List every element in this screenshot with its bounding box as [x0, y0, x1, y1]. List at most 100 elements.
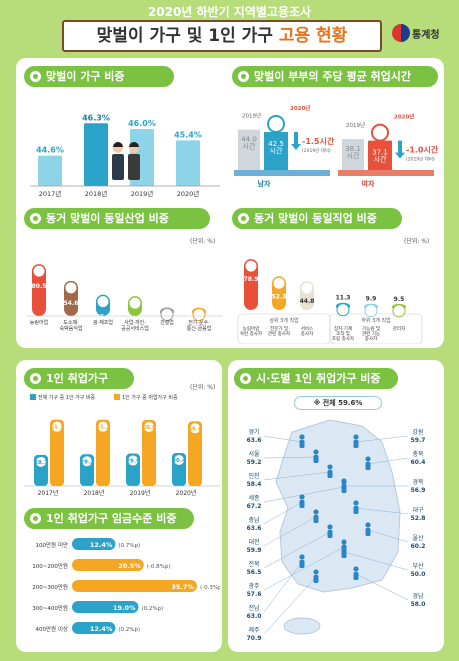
unit-job: (단위: %)	[404, 238, 430, 245]
single-bar-cap	[52, 421, 62, 432]
region-person-icon	[341, 544, 347, 550]
job-value: 11.3	[336, 295, 351, 302]
hours-cur-year: 2020년	[394, 113, 414, 121]
region-person-icon	[299, 434, 305, 440]
industry-icon	[160, 307, 174, 321]
hours-change: -1.0시간	[406, 145, 439, 155]
hours-prev-year: 2019년	[346, 121, 365, 129]
region-person-icon	[353, 434, 359, 440]
region-leader	[263, 576, 317, 635]
wage-change: (0.2%p)	[142, 606, 164, 612]
single-legend-label: 전체 가구 중 1인 가구 비중	[38, 394, 96, 401]
dual-ratio-value: 45.4%	[174, 130, 202, 139]
dual-ratio-chart: 44.6% 2017년 46.3% 2018년 46.0% 2019년 45.4% 2020년	[30, 113, 220, 198]
clock-icon	[267, 115, 285, 133]
region-value: 57.6	[247, 591, 262, 598]
region-total-label: ※ 전체 59.6%	[313, 399, 363, 407]
bullet-icon	[30, 513, 41, 524]
job-icon	[300, 281, 314, 295]
region-person-icon	[313, 449, 319, 455]
dual-ratio-category: 2017년	[39, 189, 62, 198]
org-logo: 통계청	[392, 22, 456, 46]
single-legend-label: 1인 가구 중 취업가구 비중	[122, 394, 178, 401]
section-dual-hours: 맞벌이 부부의 주당 평균 취업시간	[232, 66, 438, 87]
industry-category: 전기·운수· 통신·금융업	[187, 319, 212, 332]
region-name: 울산	[412, 534, 424, 542]
section-dual-ratio-label: 맞벌이 가구 비중	[46, 70, 125, 83]
hours-cur-year: 2020년	[290, 104, 310, 112]
section-region-label: 시·도별 1인 취업가구 비중	[256, 372, 381, 385]
section-region: 시·도별 1인 취업가구 비중	[234, 368, 398, 389]
region-person-body	[313, 455, 319, 463]
region-value: 56.5	[247, 569, 262, 576]
region-value: 52.8	[411, 515, 426, 522]
industry-value: 30.8	[128, 315, 143, 322]
wage-change: (-0.8%p)	[147, 564, 171, 570]
job-value: 9.5	[394, 296, 405, 303]
single-value: 59.6	[188, 426, 202, 432]
job-value: 44.8	[300, 298, 315, 305]
dual-income-card	[16, 58, 444, 348]
industry-value: 80.5	[32, 283, 47, 290]
region-total: ※ 전체 59.6%	[294, 396, 382, 410]
region-person-body	[327, 470, 333, 478]
industry-category: 도소매· 숙박음식업	[59, 319, 82, 332]
wage-category: 300~400만원	[32, 604, 68, 612]
region-name: 광주	[248, 583, 260, 590]
unit-single: (단위: %)	[190, 384, 216, 391]
single-value: 61.1	[96, 425, 110, 431]
region-person-body	[353, 506, 359, 514]
industry-value: 12.9	[192, 327, 207, 334]
region-value: 63.6	[247, 437, 262, 444]
job-category: 전문가 및 관련 종사자	[268, 325, 291, 337]
bullet-icon	[238, 213, 249, 224]
region-leader	[355, 435, 409, 443]
same-industry-chart: 80.5 농림어업 54.6 도소매· 숙박음식업 33.1광·제조업 30.8사업·개인·…	[26, 264, 222, 334]
section-same-job-label: 동거 맞벌이 동일직업 비중	[254, 212, 377, 225]
single-bar-cap	[98, 421, 108, 432]
single-bar-cap	[82, 456, 92, 467]
job-icon	[336, 303, 350, 317]
region-value: 56.9	[411, 487, 426, 494]
wage-bar	[72, 580, 197, 592]
region-person-icon	[327, 464, 333, 470]
bullet-icon	[30, 71, 41, 82]
page-title: 맞벌이 가구 및 1인 가구 고용 현황	[62, 20, 382, 52]
hours-change-note: (2019년 대비)	[302, 147, 331, 154]
wage-bar	[72, 559, 144, 571]
clock-icon	[371, 123, 389, 142]
industry-value: 33.1	[96, 314, 111, 321]
region-person-icon	[353, 566, 359, 572]
job-icon	[392, 304, 406, 318]
single-bar-cap	[144, 421, 154, 432]
dual-ratio-value: 44.6%	[36, 146, 64, 155]
wage-bar	[72, 622, 116, 634]
single-bar	[142, 419, 156, 486]
industry-icon	[128, 296, 142, 310]
wage-bar	[72, 601, 139, 613]
region-person-icon	[341, 539, 347, 545]
region-value: 58.4	[247, 481, 262, 488]
region-leader	[355, 507, 409, 515]
single-bar	[188, 421, 202, 486]
hours-prev-bar	[238, 129, 260, 170]
region-person-icon	[299, 554, 305, 560]
wage-value: 20.5%	[118, 562, 141, 570]
header-subtitle: 2020년 하반기 지역별고용조사	[147, 5, 312, 19]
region-name: 대전	[248, 538, 259, 546]
desk	[234, 170, 330, 176]
industry-bar	[32, 264, 46, 316]
region-value: 50.0	[411, 571, 426, 578]
dual-ratio-category: 2020년	[177, 189, 200, 198]
region-person-body	[365, 528, 371, 536]
region-name: 대구	[412, 506, 424, 514]
section-same-industry-label: 동거 맞벌이 동일산업 비중	[46, 212, 169, 225]
job-icon	[272, 276, 286, 290]
couple-illustration	[112, 142, 140, 180]
single-bar-cap	[128, 455, 138, 466]
region-name: 전남	[248, 604, 260, 612]
region-leader	[263, 471, 331, 481]
region-person-body	[341, 484, 347, 492]
section-dual-ratio: 맞벌이 가구 비중	[24, 66, 174, 87]
job-category: 관리자	[393, 325, 406, 332]
